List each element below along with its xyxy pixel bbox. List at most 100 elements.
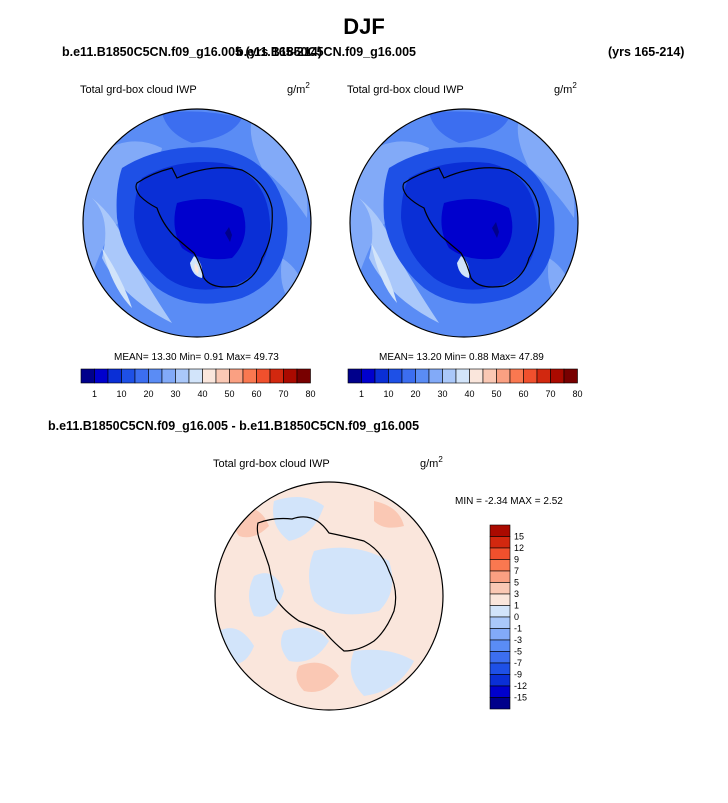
colorbar-tick-label: 80 [305, 389, 315, 399]
colorbar-tick-label: 30 [437, 389, 447, 399]
colorbar-tick-label: 30 [170, 389, 180, 399]
colorbar-tick-label: 70 [545, 389, 555, 399]
colorbar-box [489, 536, 511, 549]
colorbar-box [269, 368, 284, 384]
colorbar-tick-label: 10 [383, 389, 393, 399]
panel2-units: g/m2 [554, 81, 577, 96]
colorbar-box [489, 639, 511, 652]
diff-variable: Total grd-box cloud IWP [213, 458, 330, 470]
panel1-units: g/m2 [287, 81, 310, 96]
colorbar-box [469, 368, 484, 384]
colorbar-box [215, 368, 230, 384]
colorbar-box [121, 368, 136, 384]
colorbar-box [148, 368, 163, 384]
colorbar-tick-label: -3 [514, 635, 522, 645]
colorbar-box [283, 368, 298, 384]
case-title-right: b.e11.B1850C5CN.f09_g16.005 [236, 45, 416, 59]
colorbar-tick-label: 0 [514, 612, 519, 622]
diff-title: b.e11.B1850C5CN.f09_g16.005 - b.e11.B185… [48, 419, 420, 433]
diff-stats: MIN = -2.34 MAX = 2.52 [455, 496, 563, 507]
colorbar-tick-label: 1 [359, 389, 364, 399]
colorbar-tick-label: -9 [514, 670, 522, 680]
panel2-stats: MEAN= 13.20 Min= 0.88 Max= 47.89 [379, 352, 544, 363]
colorbar-tick-label: -15 [514, 693, 527, 703]
colorbar-box [242, 368, 257, 384]
colorbar-box [361, 368, 376, 384]
colorbar-tick-label: 40 [464, 389, 474, 399]
panel1-variable: Total grd-box cloud IWP [80, 84, 197, 96]
colorbar-tick-label: 60 [518, 389, 528, 399]
colorbar-box [489, 524, 511, 537]
colorbar-tick-label: 5 [514, 578, 519, 588]
colorbar-box [489, 547, 511, 560]
colorbar-box [536, 368, 551, 384]
colorbar-box [296, 368, 311, 384]
colorbar-tick-label: 20 [143, 389, 153, 399]
colorbar-tick-label: 70 [278, 389, 288, 399]
colorbar-box [161, 368, 176, 384]
colorbar-box [489, 570, 511, 583]
colorbar-box [94, 368, 109, 384]
colorbar-box [415, 368, 430, 384]
colorbar-tick-label: 50 [224, 389, 234, 399]
colorbar-box [80, 368, 95, 384]
colorbar-box [388, 368, 403, 384]
colorbar-box [489, 593, 511, 606]
colorbar-box [489, 662, 511, 675]
colorbar-tick-label: 9 [514, 555, 519, 565]
colorbar-tick-label: 80 [572, 389, 582, 399]
colorbar-tick-label: -7 [514, 658, 522, 668]
panel2-variable: Total grd-box cloud IWP [347, 84, 464, 96]
colorbar-tick-label: -12 [514, 681, 527, 691]
case-title-left: b.e11.B1850C5CN.f09_g16.005 (yrs 165-214… [62, 45, 322, 59]
colorbar-tick-label: 15 [514, 532, 524, 542]
colorbar-box [401, 368, 416, 384]
colorbar-box [496, 368, 511, 384]
panel2-polar-map [349, 108, 579, 338]
colorbar-tick-label: 3 [514, 589, 519, 599]
colorbar-box [175, 368, 190, 384]
colorbar-box [489, 559, 511, 572]
colorbar-box [442, 368, 457, 384]
colorbar-tick-label: 60 [251, 389, 261, 399]
panel1-polar-map [82, 108, 312, 338]
colorbar-box [489, 697, 511, 710]
colorbar-box [550, 368, 565, 384]
colorbar-box [489, 685, 511, 698]
colorbar-tick-label: -1 [514, 624, 522, 634]
colorbar-box [523, 368, 538, 384]
colorbar-box [489, 674, 511, 687]
panel1-colorbar: 1 10 20 30 40 50 60 70 80 [80, 368, 316, 399]
colorbar-box [256, 368, 271, 384]
colorbar-tick-label: 12 [514, 543, 524, 553]
colorbar-tick-label: 10 [116, 389, 126, 399]
colorbar-box [229, 368, 244, 384]
colorbar-tick-label: 50 [491, 389, 501, 399]
colorbar-tick-label: 20 [410, 389, 420, 399]
colorbar-box [482, 368, 497, 384]
colorbar-tick-label: -5 [514, 647, 522, 657]
page-title: DJF [343, 14, 385, 39]
colorbar-box [563, 368, 578, 384]
colorbar-box [202, 368, 217, 384]
colorbar-tick-label: 40 [197, 389, 207, 399]
colorbar-box [489, 605, 511, 618]
colorbar-box [347, 368, 362, 384]
colorbar-tick-label: 1 [92, 389, 97, 399]
colorbar-tick-label: 1 [514, 601, 519, 611]
colorbar-box [107, 368, 122, 384]
colorbar-box [455, 368, 470, 384]
colorbar-box [509, 368, 524, 384]
panel2-colorbar: 1 10 20 30 40 50 60 70 80 [347, 368, 583, 399]
colorbar-box [489, 628, 511, 641]
colorbar-box [428, 368, 443, 384]
years-label: (yrs 165-214) [608, 45, 685, 59]
diff-polar-map [214, 481, 444, 711]
colorbar-box [134, 368, 149, 384]
colorbar-box [374, 368, 389, 384]
colorbar-box [489, 616, 511, 629]
colorbar-box [489, 651, 511, 664]
panel1-stats: MEAN= 13.30 Min= 0.91 Max= 49.73 [114, 352, 279, 363]
colorbar-box [188, 368, 203, 384]
diff-units: g/m2 [420, 455, 443, 470]
